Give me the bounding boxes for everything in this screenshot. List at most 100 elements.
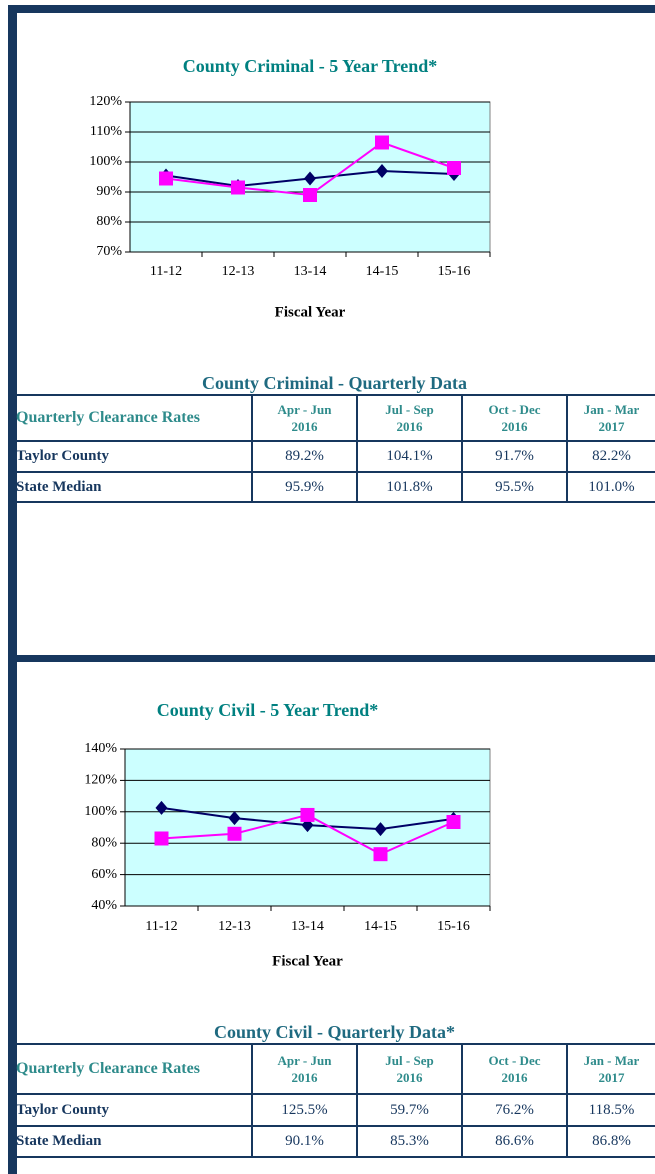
y-tick-label: 80% [91, 835, 117, 850]
marker [154, 831, 169, 846]
value-cell: 91.7% [461, 440, 568, 473]
value-cell: 118.5% [566, 1093, 655, 1127]
y-tick-label: 70% [96, 244, 122, 259]
value-cell: 89.2% [251, 440, 358, 473]
data-row: Taylor County 125.5% 59.7% 76.2% 118.5% [14, 1093, 655, 1127]
value-cell: 95.9% [251, 471, 358, 503]
data-row: State Median 90.1% 85.3% 86.6% 86.8% [14, 1125, 655, 1158]
data-row: Taylor County 89.2% 104.1% 91.7% 82.2% [14, 440, 655, 473]
table-block: County Criminal - Quarterly Data Quarterl… [14, 372, 655, 503]
value-cell: 101.0% [566, 471, 655, 503]
header-line: 2017 [598, 419, 625, 434]
row-label: Taylor County [14, 440, 253, 473]
marker [303, 188, 317, 202]
data-row: State Median 95.9% 101.8% 95.5% 101.0% [14, 471, 655, 503]
x-tick-label: 13-14 [291, 919, 324, 934]
y-tick-label: 80% [96, 214, 122, 229]
header-cell: Oct - Dec 2016 [461, 1043, 568, 1095]
marker [300, 807, 315, 822]
marker [159, 171, 173, 186]
x-tick-label: 15-16 [438, 264, 471, 279]
header-cell: Apr - Jun 2016 [251, 1043, 358, 1095]
value-cell: 101.8% [356, 471, 463, 503]
frame-divider [8, 655, 655, 662]
x-tick-label: 11-12 [150, 264, 182, 279]
header-row: Quarterly Clearance Rates Apr - Jun 2016 Ju… [14, 1043, 655, 1095]
marker [447, 161, 461, 175]
row-label: Taylor County [14, 1093, 253, 1127]
header-line: Jan - Mar [583, 1053, 640, 1068]
value-cell: 90.1% [251, 1125, 358, 1158]
value-cell: 104.1% [356, 440, 463, 473]
x-tick-label: 14-15 [364, 919, 397, 934]
header-line: Apr - Jun [277, 1053, 332, 1068]
marker [376, 164, 388, 178]
header-line: Apr - Jun [277, 402, 332, 417]
value-cell: 76.2% [461, 1093, 568, 1127]
y-tick-label: 100% [89, 154, 122, 169]
x-axis-label: Fiscal Year [275, 304, 346, 320]
y-tick-label: 110% [90, 124, 122, 139]
header-line: Jan - Mar [583, 402, 640, 417]
header-line: Jul - Sep [385, 1053, 434, 1068]
y-tick-label: 120% [84, 773, 117, 788]
marker [228, 811, 241, 826]
y-tick-label: 100% [84, 804, 117, 819]
header-line: 2016 [291, 419, 318, 434]
header-line: 2016 [501, 1070, 528, 1085]
value-cell: 95.5% [461, 471, 568, 503]
header-cell: Jul - Sep 2016 [356, 1043, 463, 1095]
marker [375, 135, 389, 150]
header-line: 2016 [396, 419, 423, 434]
table-title: County Civil - Quarterly Data* [214, 1022, 455, 1042]
value-cell: 86.6% [461, 1125, 568, 1158]
header-cell: Jan - Mar 2017 [566, 1043, 655, 1095]
row-label: State Median [14, 471, 253, 503]
table-block: County Civil - Quarterly Data* Quarterly … [14, 1021, 655, 1158]
header-line: Jul - Sep [385, 402, 434, 417]
x-tick-label: 13-14 [294, 264, 327, 279]
x-tick-label: 12-13 [222, 264, 255, 279]
frame-top [8, 5, 655, 13]
data-table: Quarterly Clearance Rates Apr - Jun 2016 Ju… [14, 394, 655, 503]
data-table: Quarterly Clearance Rates Apr - Jun 2016 Ju… [14, 1043, 655, 1158]
header-cell: Jan - Mar 2017 [566, 394, 655, 442]
header-line: Oct - Dec [488, 402, 541, 417]
header-line: 2016 [396, 1070, 423, 1085]
marker [227, 826, 242, 841]
marker [155, 800, 168, 815]
header-cell: Jul - Sep 2016 [356, 394, 463, 442]
y-tick-label: 120% [89, 94, 122, 109]
y-tick-label: 60% [91, 867, 117, 882]
chart-title: County Civil - 5 Year Trend* [157, 700, 379, 720]
value-cell: 59.7% [356, 1093, 463, 1127]
marker [304, 171, 316, 186]
header-line: 2016 [501, 419, 528, 434]
header-line: Oct - Dec [488, 1053, 541, 1068]
marker [374, 822, 387, 837]
frame-left [8, 5, 17, 1174]
marker [231, 180, 245, 195]
header-line: 2017 [598, 1070, 625, 1085]
value-cell: 125.5% [251, 1093, 358, 1127]
x-tick-label: 11-12 [145, 919, 177, 934]
header-line: 2016 [291, 1070, 318, 1085]
header-cell: Apr - Jun 2016 [251, 394, 358, 442]
y-tick-label: 90% [96, 184, 122, 199]
x-tick-label: 14-15 [366, 264, 399, 279]
marker [446, 815, 461, 830]
value-cell: 82.2% [566, 440, 655, 473]
row-label: State Median [14, 1125, 253, 1158]
y-tick-label: 40% [91, 898, 117, 913]
value-cell: 85.3% [356, 1125, 463, 1158]
header-row: Quarterly Clearance Rates Apr - Jun 2016 Ju… [14, 394, 655, 442]
corner-cell: Quarterly Clearance Rates [14, 1043, 253, 1095]
x-tick-label: 12-13 [218, 919, 251, 934]
chart-title: County Criminal - 5 Year Trend* [183, 56, 438, 76]
y-tick-label: 140% [84, 741, 117, 756]
value-cell: 86.8% [566, 1125, 655, 1158]
x-tick-label: 15-16 [437, 919, 470, 934]
x-axis-label: Fiscal Year [272, 953, 343, 969]
